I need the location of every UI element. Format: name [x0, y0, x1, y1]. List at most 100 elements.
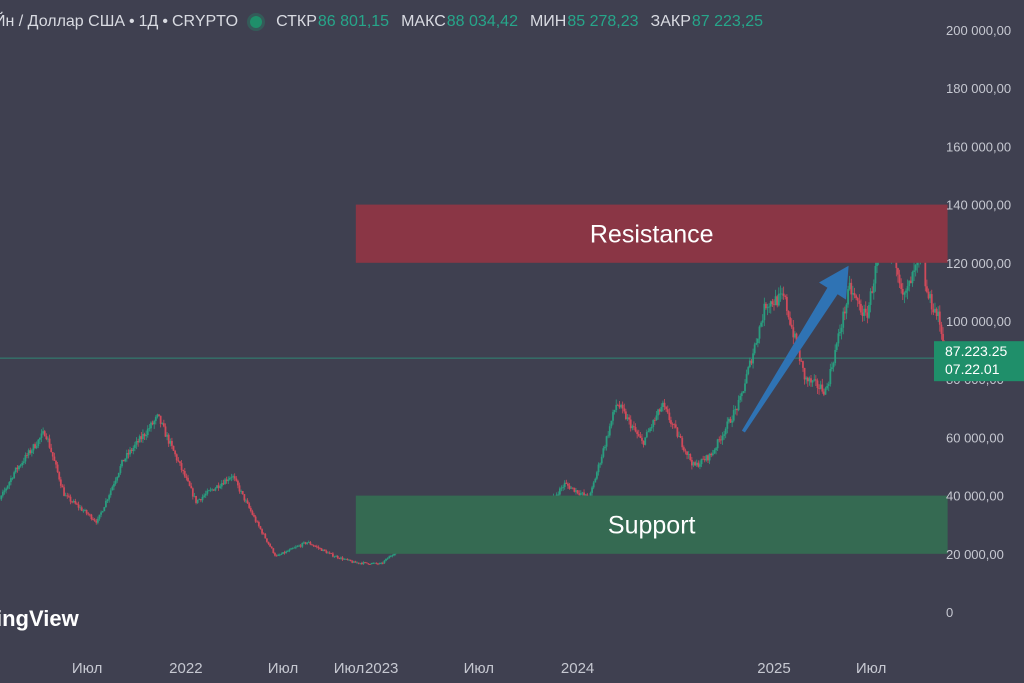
candle	[224, 477, 226, 485]
candle-body	[274, 553, 276, 556]
candle	[272, 547, 275, 554]
candle-body	[317, 546, 320, 549]
candle-body	[900, 283, 903, 289]
candle	[681, 435, 684, 450]
candle-body	[319, 548, 321, 549]
candle	[154, 415, 157, 425]
candle	[80, 505, 83, 512]
x-tick-label: Июл	[856, 660, 886, 677]
candle	[320, 547, 323, 551]
candle-body	[121, 459, 123, 467]
candle	[819, 380, 822, 390]
x-tick-label: Июл	[464, 660, 494, 677]
support-zone[interactable]: Support	[355, 495, 948, 554]
candle-body	[369, 564, 371, 566]
symbol-name[interactable]: Йн / Доллар США	[0, 13, 126, 30]
candle-body	[690, 459, 693, 466]
candle-body	[174, 450, 177, 455]
candle	[637, 429, 640, 437]
y-tick-label: 140 000,00	[946, 198, 1011, 213]
candle-body	[565, 482, 568, 484]
candle-body	[763, 303, 766, 321]
candle-body	[37, 439, 40, 447]
candle	[699, 460, 701, 470]
candle	[687, 451, 690, 459]
candle-body	[745, 374, 748, 384]
interval[interactable]: 1Д	[138, 13, 159, 30]
candle	[222, 479, 225, 486]
candle-body	[233, 476, 236, 479]
candle	[10, 475, 12, 486]
candle	[777, 287, 780, 307]
candle-body	[682, 447, 685, 451]
candle-body	[219, 486, 222, 488]
candle-body	[380, 562, 383, 564]
candle-body	[583, 492, 585, 496]
candle-body	[98, 514, 101, 519]
candle	[365, 562, 368, 564]
candle-body	[385, 558, 387, 561]
candle-body	[283, 552, 286, 554]
candle-body	[631, 426, 634, 429]
candle	[351, 559, 354, 564]
candle	[695, 459, 698, 467]
candle	[76, 502, 78, 505]
candle	[898, 269, 901, 288]
resistance-zone[interactable]: Resistance	[355, 204, 948, 263]
candle	[254, 515, 257, 523]
x-tick-label: 2025	[757, 660, 790, 677]
candle-body	[909, 280, 912, 284]
close-label: ЗАКР	[650, 13, 691, 30]
candle	[280, 552, 283, 556]
candle-body	[145, 435, 148, 437]
candle	[831, 361, 833, 372]
candle-body	[835, 343, 838, 350]
candle-body	[22, 461, 25, 463]
candle-body	[249, 507, 252, 512]
candle-body	[842, 311, 845, 328]
candle	[592, 480, 595, 490]
candle-body	[32, 444, 35, 451]
candle	[93, 517, 96, 522]
candle-body	[348, 559, 350, 561]
resistance-zone-box[interactable]	[355, 204, 948, 263]
candle	[835, 342, 838, 352]
candle	[816, 378, 819, 394]
y-tick-label: 160 000,00	[946, 139, 1011, 154]
candle	[195, 495, 197, 505]
candle	[926, 279, 928, 294]
candle	[641, 433, 643, 444]
candle-body	[626, 417, 629, 420]
exchange: CRYPTO	[172, 13, 239, 30]
candle-body	[777, 293, 780, 306]
candle	[243, 494, 246, 503]
candle-body	[929, 294, 932, 299]
candle-body	[212, 489, 215, 491]
candle-body	[267, 541, 270, 544]
candle-body	[660, 407, 663, 412]
candle	[354, 560, 357, 563]
candle-body	[636, 431, 639, 435]
support-zone-box[interactable]	[355, 495, 948, 554]
candle	[245, 498, 247, 504]
candle	[196, 499, 199, 504]
candle-body	[124, 458, 127, 462]
candle	[573, 487, 576, 493]
x-tick-label: 2024	[561, 660, 594, 677]
x-tick-label: Июл	[72, 660, 102, 677]
candle-body	[860, 303, 862, 313]
candle	[291, 547, 294, 550]
candle	[581, 491, 584, 496]
candle	[602, 446, 605, 459]
candle-body	[798, 350, 801, 362]
candle-body	[568, 485, 571, 489]
candle	[217, 482, 220, 491]
candle	[167, 433, 170, 447]
candle-body	[897, 268, 899, 275]
candle	[303, 541, 305, 545]
candle	[314, 544, 317, 548]
candle	[22, 457, 25, 465]
candle-body	[726, 421, 729, 429]
candle-body	[935, 308, 938, 317]
